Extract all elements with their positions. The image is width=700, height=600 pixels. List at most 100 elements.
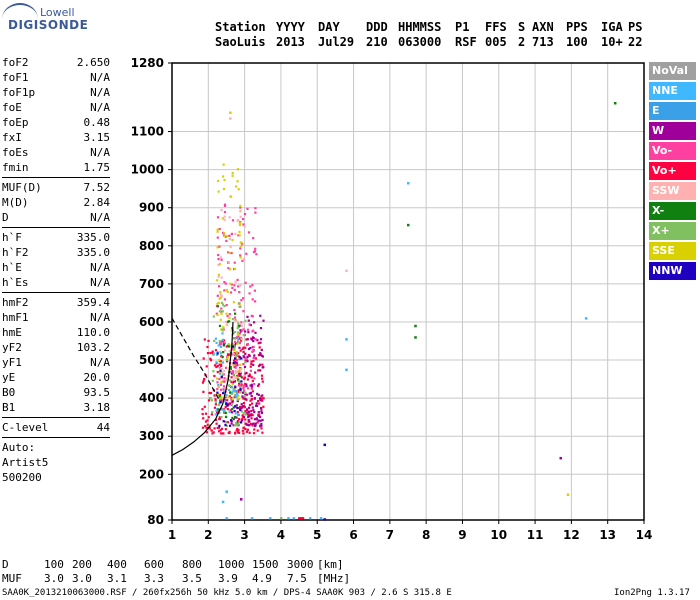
echo-point (247, 231, 251, 234)
echo-point (235, 375, 238, 378)
echo-point (236, 423, 239, 426)
param-row: h`F2 335.0 (2, 245, 110, 260)
echo-point (217, 301, 220, 304)
echo-point (228, 313, 231, 316)
echo-point (239, 256, 242, 259)
echo-point (207, 339, 210, 342)
echo-point (262, 397, 265, 400)
echo-point (260, 410, 263, 413)
echo-point (254, 422, 257, 425)
echo-point (243, 365, 247, 369)
echo-point (241, 391, 244, 394)
echo-point (250, 517, 254, 520)
echo-point (216, 391, 219, 394)
param-name: C-level (2, 421, 49, 434)
echo-point (239, 390, 242, 393)
x-tick-label: 7 (386, 528, 394, 542)
echo-point (225, 421, 228, 424)
footer-version: Ion2Png 1.3.17 (614, 588, 690, 598)
echo-point (213, 427, 216, 430)
param-name: fxI (2, 131, 22, 144)
echo-point (407, 223, 410, 227)
y-tick-label: 1100 (131, 125, 164, 139)
footer-muf_values-value: 3.9 (218, 572, 238, 585)
echo-point (225, 517, 228, 520)
footer-d_values-value: 3000 (287, 558, 314, 571)
echo-point (233, 347, 236, 351)
echo-point (319, 517, 323, 520)
echo-point (212, 315, 215, 318)
echo-point (216, 353, 219, 356)
header-row2-cell: 2013 (276, 35, 305, 49)
header-row1-cell: AXN (532, 20, 554, 34)
echo-point (237, 352, 240, 355)
echo-point (234, 386, 237, 389)
echo-point (234, 422, 238, 425)
echo-point (253, 289, 256, 292)
echo-point (240, 241, 243, 244)
echo-point (247, 319, 250, 322)
echo-point (230, 252, 233, 255)
echo-point (230, 411, 234, 414)
echo-point (238, 234, 241, 237)
x-tick-label: 11 (527, 528, 544, 542)
echo-point (247, 375, 250, 378)
echo-point (236, 168, 240, 171)
echo-point (230, 232, 233, 235)
echo-point (414, 336, 417, 339)
echo-point (226, 360, 229, 363)
echo-point (239, 363, 242, 366)
echo-point (216, 305, 219, 308)
echo-point (259, 399, 262, 402)
echo-point (218, 339, 221, 343)
legend-entry: X- (649, 202, 696, 220)
param-value: 335.0 (76, 246, 110, 259)
echo-point (207, 416, 210, 419)
x-tick-label: 8 (422, 528, 430, 542)
echo-point (254, 331, 257, 334)
x-tick-label: 2 (204, 528, 212, 542)
param-name: D (2, 211, 9, 224)
x-tick-label: 13 (599, 528, 616, 542)
echo-point (220, 307, 223, 310)
echo-point (251, 350, 254, 353)
echo-point (221, 432, 224, 435)
echo-point (241, 410, 244, 413)
logo-line1: Lowell (40, 6, 75, 19)
echo-point (218, 263, 221, 266)
echo-point (230, 329, 233, 332)
echo-point (204, 412, 208, 415)
echo-point (236, 338, 240, 341)
echo-point (237, 378, 240, 381)
echo-point (257, 342, 260, 345)
footer-d_values-value: 200 (72, 558, 92, 571)
electron-density-profile (171, 321, 234, 456)
echo-point (226, 399, 229, 402)
echo-point (225, 394, 228, 397)
echo-point (245, 383, 248, 386)
echo-point (250, 423, 253, 426)
echo-point (216, 228, 219, 231)
x-tick-label: 12 (563, 528, 580, 542)
echo-point (259, 327, 263, 330)
echo-point (234, 361, 237, 364)
echo-point (211, 411, 214, 414)
echo-point (237, 384, 240, 387)
echo-point (223, 232, 226, 235)
echo-point (209, 357, 212, 360)
echo-point (226, 290, 229, 293)
echo-point (216, 388, 219, 391)
echo-point (238, 302, 241, 305)
y-tick-label: 300 (139, 429, 164, 443)
echo-point (230, 283, 233, 286)
param-name: h`F (2, 231, 22, 244)
echo-point (242, 310, 245, 313)
echo-point (253, 411, 256, 414)
echo-point (232, 374, 235, 377)
echo-point (228, 251, 231, 254)
echo-point (228, 379, 231, 382)
echo-point (220, 381, 223, 384)
echo-point (239, 204, 242, 207)
echo-point (241, 347, 244, 351)
